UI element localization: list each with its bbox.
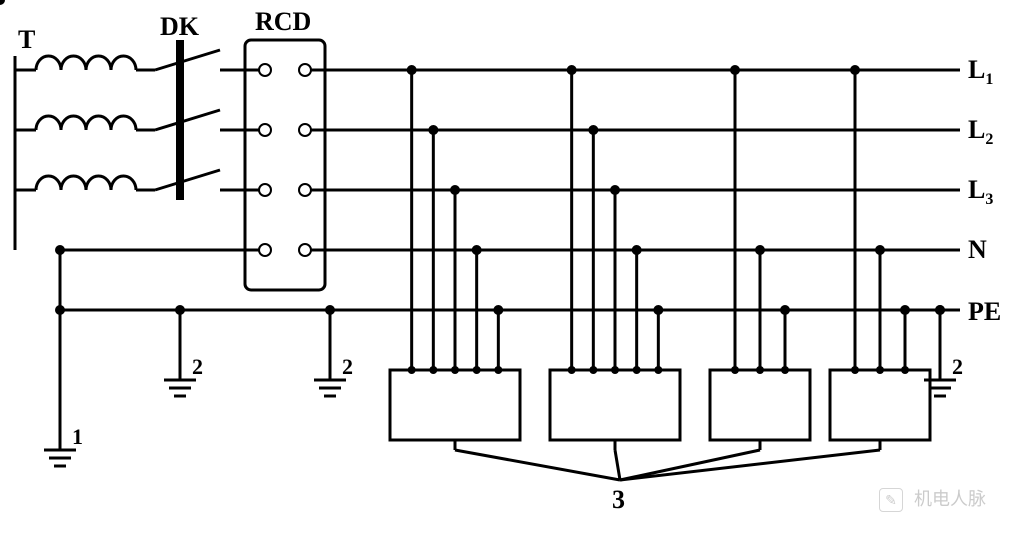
svg-text:2: 2 (342, 354, 353, 379)
svg-text:PE: PE (968, 297, 1001, 326)
svg-text:3: 3 (612, 485, 625, 514)
svg-text:L3: L3 (968, 175, 993, 208)
svg-text:L2: L2 (968, 115, 993, 148)
svg-text:RCD: RCD (255, 7, 311, 36)
svg-text:2: 2 (952, 354, 963, 379)
svg-text:T: T (18, 25, 35, 54)
watermark-visible: ✎ 机电人脉 (879, 485, 986, 512)
svg-text:L1: L1 (968, 55, 993, 88)
svg-text:2: 2 (192, 354, 203, 379)
svg-text:DK: DK (160, 12, 200, 41)
svg-text:1: 1 (72, 424, 83, 449)
svg-text:N: N (968, 235, 987, 264)
